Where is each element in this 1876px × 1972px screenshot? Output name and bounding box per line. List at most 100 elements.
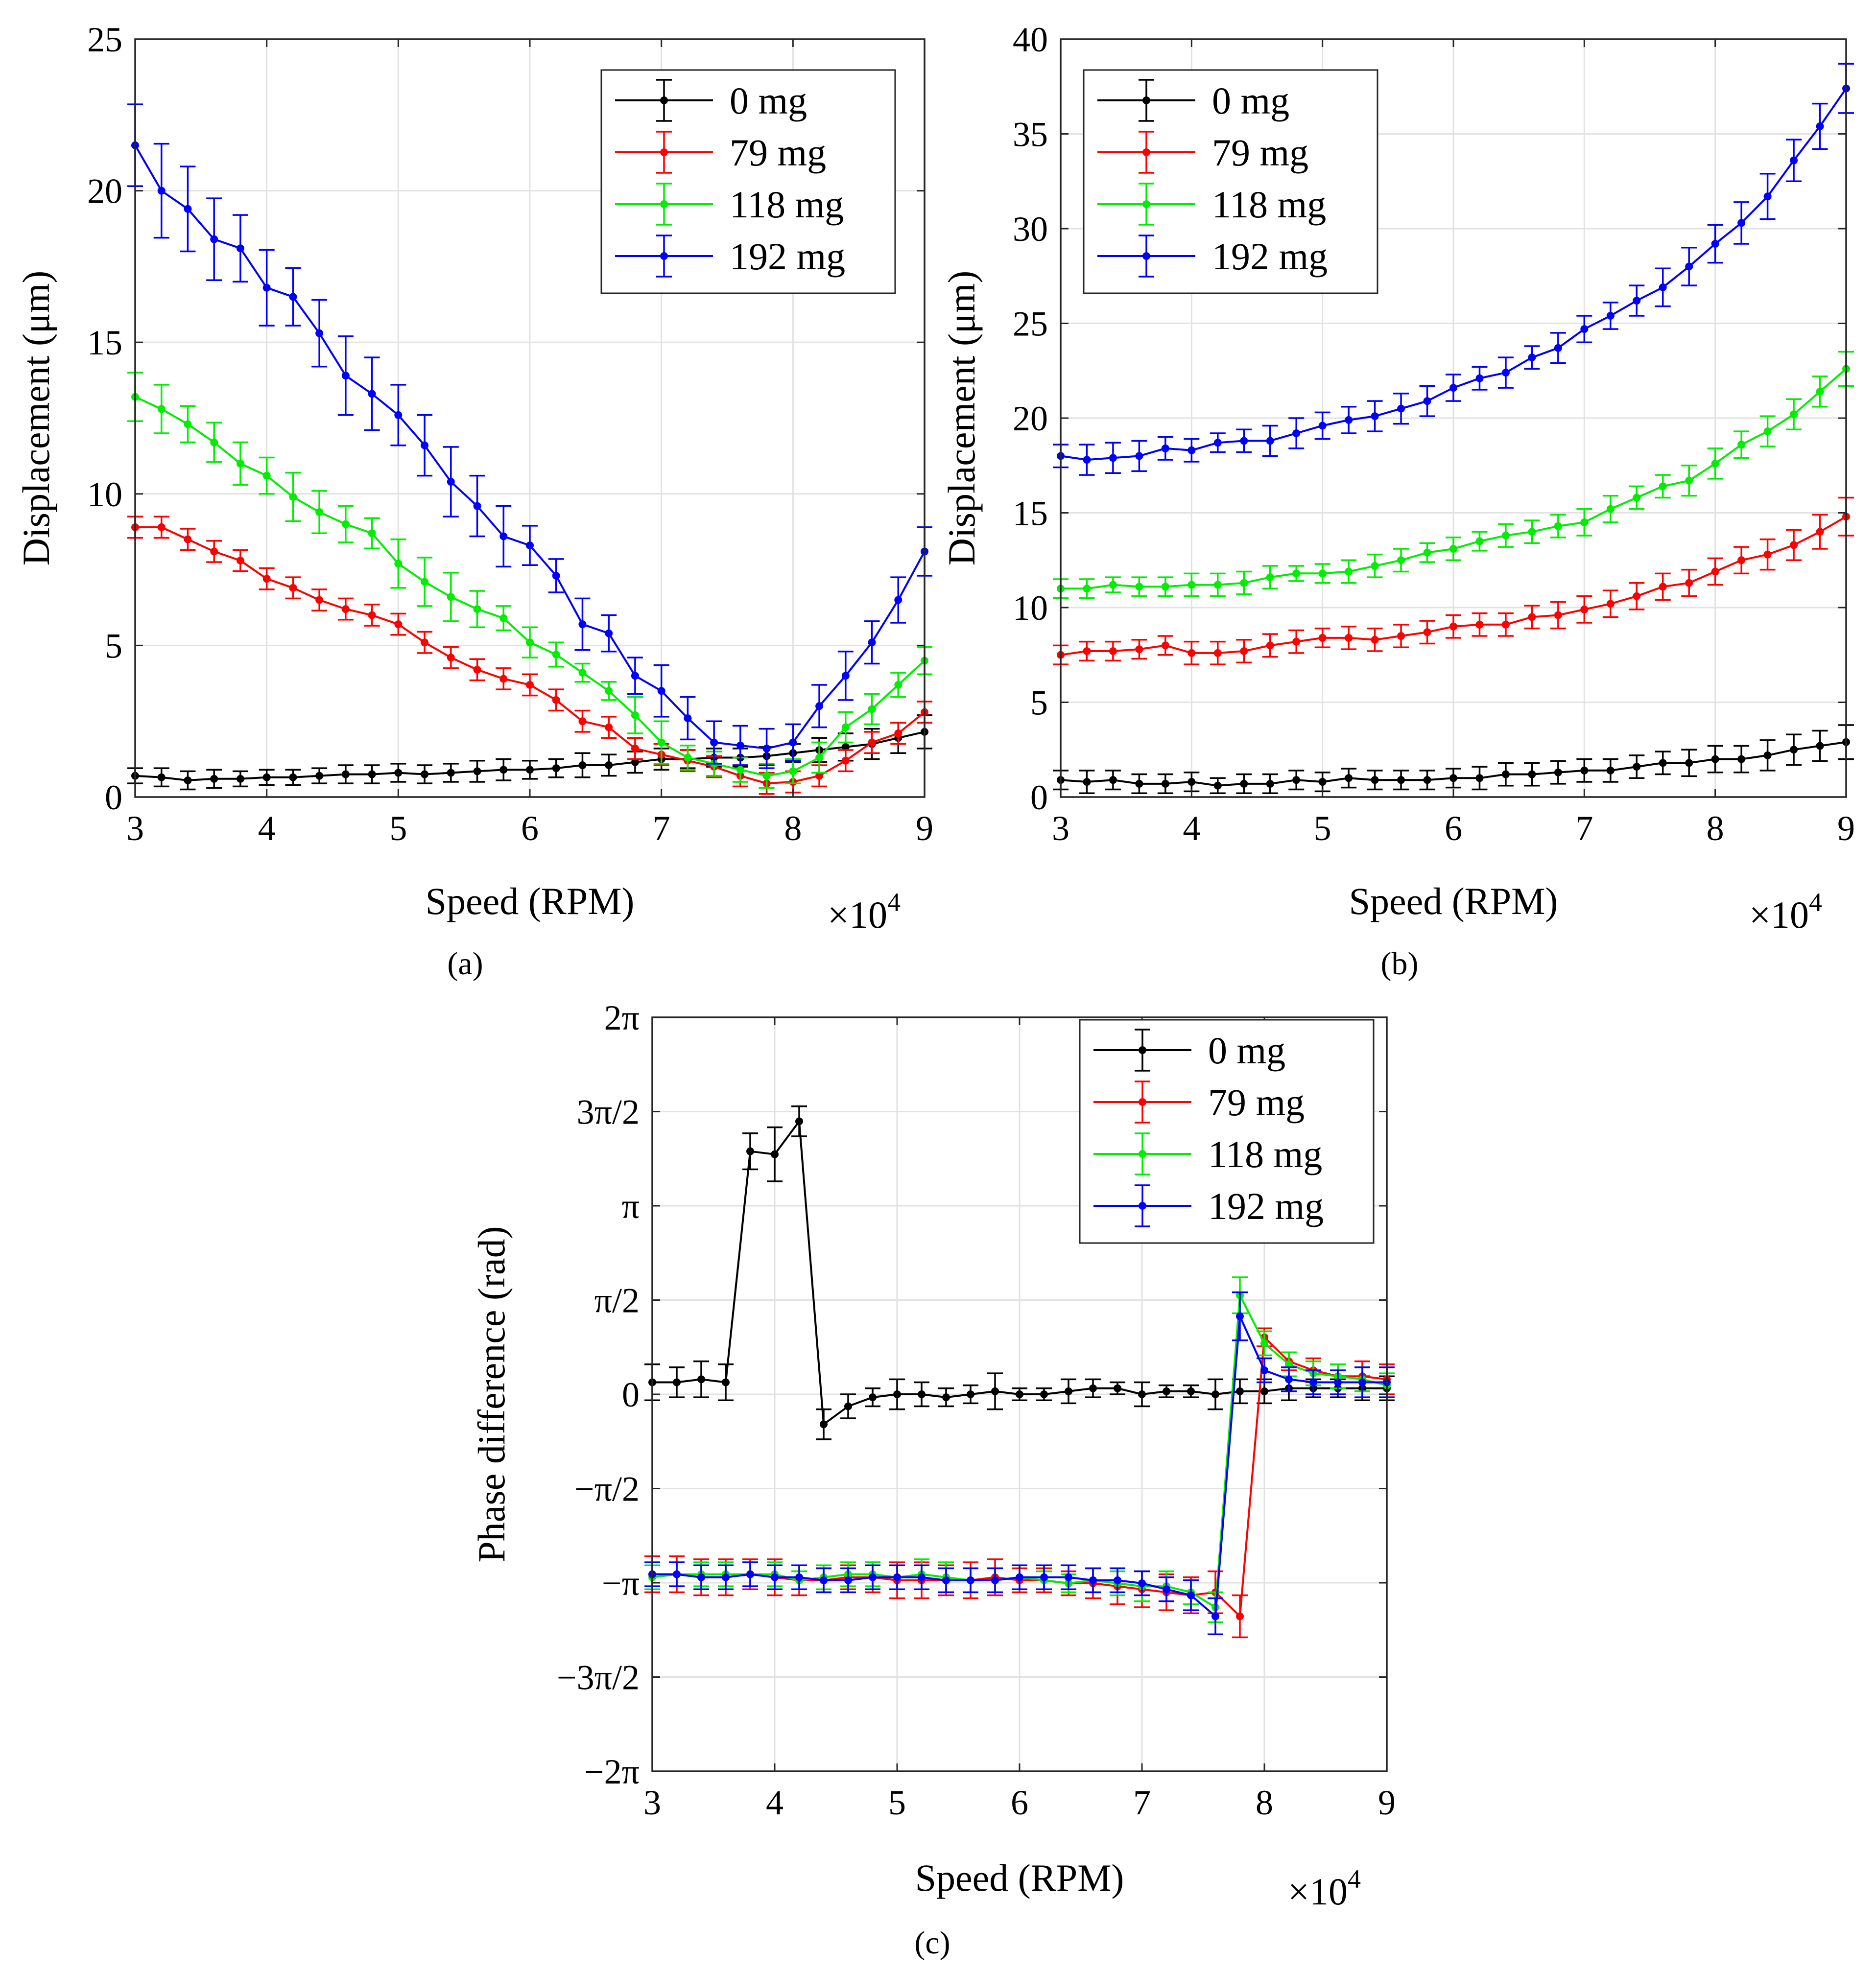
panel-a-x-multiplier: ×104 xyxy=(828,888,901,936)
panel-c-ytick-label-5: π/2 xyxy=(594,1281,640,1320)
panel-a-series-0-point-16 xyxy=(552,764,560,773)
panel-b-series-2-point-26 xyxy=(1737,441,1746,449)
panel-a-series-1-point-4 xyxy=(236,557,244,565)
panel-a-ytick-label-3: 15 xyxy=(87,323,122,362)
panel-c-xtick-label-5: 8 xyxy=(1256,1783,1273,1822)
panel-c-series-0-point-14 xyxy=(991,1387,999,1395)
panel-b-series-0-point-17 xyxy=(1501,770,1510,778)
panel-a-series-2-point-10 xyxy=(394,560,403,568)
panel-c-xtick-label-6: 9 xyxy=(1378,1783,1396,1822)
panel-a-series-3-point-28 xyxy=(868,638,876,647)
panel-a-series-2-point-24 xyxy=(762,772,771,780)
panel-c-series-2-point-26 xyxy=(1285,1360,1293,1368)
panel-a-series-2-point-3 xyxy=(210,438,218,446)
panel-b-series-2-point-16 xyxy=(1475,537,1484,545)
panel-a-series-0-point-4 xyxy=(236,775,244,783)
panel-c-label: (c) xyxy=(914,1925,950,1961)
panel-a-series-0-point-9 xyxy=(368,770,376,778)
panel-c-series-0-point-9 xyxy=(869,1393,877,1402)
panel-c-series-3-point-12 xyxy=(942,1576,950,1584)
panel-a-x-axis-label: Speed (RPM) xyxy=(426,880,635,922)
panel-b-series-2-point-7 xyxy=(1240,579,1248,587)
panel-b-series-1-point-13 xyxy=(1397,632,1405,640)
panel-c-series-0-point-18 xyxy=(1089,1384,1097,1392)
panel-a-series-1-point-15 xyxy=(526,681,534,689)
panel-b-series-1-point-19 xyxy=(1554,611,1562,619)
panel-a-series-1-point-18 xyxy=(605,723,613,731)
panel-a-legend-entry-0: 0 mg xyxy=(615,79,807,122)
panel-a-series-3-point-19 xyxy=(631,672,639,680)
panel-b-series-3-point-11 xyxy=(1345,416,1353,424)
panel-a-series-2-point-29 xyxy=(894,681,902,689)
panel-b-series-0-point-12 xyxy=(1371,776,1379,784)
panel-a-series-3-point-29 xyxy=(894,596,902,604)
panel-a-series-2-point-12 xyxy=(447,593,455,601)
panel-b-ytick-label-2: 10 xyxy=(1013,588,1048,628)
panel-b-series-2-point-6 xyxy=(1213,581,1222,589)
panel-b-ytick-label-1: 5 xyxy=(1030,683,1048,723)
panel-a-series-3 xyxy=(127,103,932,769)
panel-b-series-1-point-17 xyxy=(1501,620,1510,629)
panel-b-series-2-point-14 xyxy=(1423,548,1431,557)
panel-a-series-1-point-28 xyxy=(868,738,876,747)
panel-b-series-2-point-27 xyxy=(1763,427,1772,436)
panel-b-xtick-label-5: 8 xyxy=(1707,809,1724,848)
panel-a-series-1-point-27 xyxy=(841,756,850,765)
panel-c-ticks: 3 4 5 6 7 8 9 −2π −3π/2 −π −π/2 0 π/2 π 3π/2 2π xyxy=(557,998,1396,1822)
panel-c-series-0-point-25 xyxy=(1260,1387,1268,1395)
panel-a-series-2-point-27 xyxy=(841,723,850,731)
panel-a-xtick-label-5: 8 xyxy=(784,809,802,848)
panel-b-series-3-point-5 xyxy=(1187,446,1196,454)
panel-a-y-axis-label: Displacement (μm) xyxy=(15,271,57,566)
panel-b-series-0-point-29 xyxy=(1816,742,1824,750)
panel-a-series-3-point-5 xyxy=(262,283,271,292)
panel-a-series-1-point-16 xyxy=(552,696,560,704)
panel-b-chart: 3 4 5 6 7 8 9 0 5 10 15 20 25 30 35 40 Speed (RPM) Disp… xyxy=(940,20,1855,982)
panel-c-series-3-point-10 xyxy=(893,1573,901,1581)
panel-b-x-multiplier: ×104 xyxy=(1749,888,1822,936)
panel-b-series-0-point-14 xyxy=(1423,776,1431,784)
panel-b-series-1-point-4 xyxy=(1161,641,1169,650)
panel-a-series-1-point-2 xyxy=(184,535,192,543)
panel-a-series-0-point-17 xyxy=(578,761,587,769)
panel-c-series-0-point-3 xyxy=(722,1378,730,1386)
panel-b-series-3-point-2 xyxy=(1109,454,1117,462)
panel-a-series-1-point-13 xyxy=(473,665,481,674)
panel-b-series-0-point-19 xyxy=(1554,768,1562,776)
panel-b-legend-entry-2: 118 mg xyxy=(1097,183,1326,226)
panel-b-series-3-point-14 xyxy=(1423,397,1431,405)
panel-b-series-3-point-1 xyxy=(1083,456,1091,464)
panel-c-xtick-label-1: 4 xyxy=(766,1783,784,1822)
panel-b-series-3-point-12 xyxy=(1371,412,1379,421)
panel-a-series-3-point-15 xyxy=(526,541,534,550)
panel-a-series-0-point-3 xyxy=(210,775,218,783)
panel-b-series-3-point-28 xyxy=(1790,156,1798,164)
panel-c-series-1-point-24 xyxy=(1236,1612,1244,1620)
panel-c-ytick-label-4: 0 xyxy=(622,1375,640,1414)
panel-a-series-3-point-26 xyxy=(815,702,824,710)
panel-b-series-0-point-9 xyxy=(1292,776,1301,784)
panel-b-legend: 0 mg 79 mg 118 mg 192 mg xyxy=(1083,69,1378,294)
panel-b-xtick-label-6: 9 xyxy=(1837,809,1855,848)
panel-c-legend-label-2: 118 mg xyxy=(1208,1133,1322,1175)
panel-c-series-0-point-12 xyxy=(942,1393,950,1402)
panel-a-series-2-point-20 xyxy=(657,738,665,747)
panel-a-legend-entry-1: 79 mg xyxy=(615,131,826,174)
panel-c-xtick-label-3: 6 xyxy=(1011,1783,1028,1822)
panel-c-series-3-point-13 xyxy=(967,1576,974,1584)
panel-a-series-2-point-28 xyxy=(868,705,876,713)
panel-c-xtick-label-2: 5 xyxy=(888,1783,906,1822)
panel-c-x-multiplier-base: ×10 xyxy=(1288,1870,1348,1913)
panel-b-y-axis-label: Displacement (μm) xyxy=(940,271,983,566)
panel-a-series-2-point-2 xyxy=(184,420,192,428)
panel-a-x-multiplier-base: ×10 xyxy=(828,893,887,936)
panel-b-series-3-point-8 xyxy=(1266,437,1274,445)
panel-b-series-1-point-12 xyxy=(1371,635,1379,644)
panel-a-series-3-point-1 xyxy=(157,187,166,195)
panel-a-legend-label-1: 79 mg xyxy=(730,131,826,174)
panel-b-legend-label-3: 192 mg xyxy=(1212,235,1328,278)
panel-a-series-1-point-6 xyxy=(289,584,297,592)
panel-c-series-3-point-5 xyxy=(771,1573,779,1581)
panel-b-series-2-point-25 xyxy=(1711,459,1719,468)
panel-a-series-0-point-18 xyxy=(605,761,613,769)
